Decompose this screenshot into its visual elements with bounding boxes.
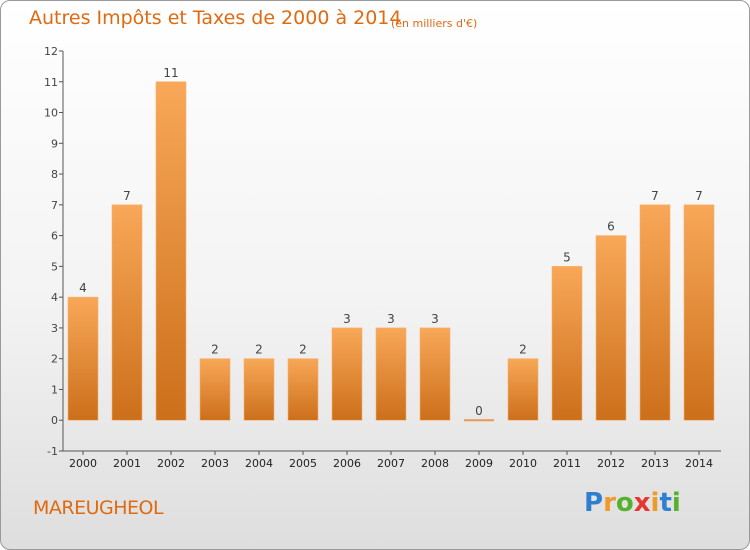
x-tick-label: 2012 — [597, 457, 625, 470]
data-label: 7 — [651, 189, 659, 203]
data-label: 3 — [431, 312, 439, 326]
y-tick-label: 6 — [51, 230, 58, 243]
data-labels: 4 7 11 2 2 2 3 3 3 0 2 5 6 7 7 — [79, 66, 703, 418]
bar — [419, 327, 451, 421]
y-tick-label: 12 — [44, 45, 58, 58]
data-label: 2 — [299, 343, 307, 357]
bar — [464, 419, 494, 422]
x-tick-label: 2002 — [157, 457, 185, 470]
logo-letter: i — [671, 488, 681, 518]
data-label: 7 — [123, 189, 131, 203]
data-label: 3 — [343, 312, 351, 326]
data-label: 3 — [387, 312, 395, 326]
x-tick-label: 2013 — [641, 457, 669, 470]
y-tick-label: 10 — [44, 107, 58, 120]
data-label: 6 — [607, 220, 615, 234]
bar — [551, 266, 583, 421]
x-axis: 2000 2001 2002 2003 2004 2005 2006 2007 2008 2009… — [63, 450, 721, 470]
logo-letter: o — [615, 488, 634, 518]
x-tick-label: 2011 — [553, 457, 581, 470]
bar — [67, 296, 99, 421]
logo-letter: r — [603, 488, 616, 518]
bar — [199, 358, 231, 421]
bar — [111, 204, 143, 421]
x-tick-label: 2005 — [289, 457, 317, 470]
proxiti-logo: Proxiti — [584, 488, 681, 518]
logo-letter: P — [584, 488, 604, 518]
x-tick-label: 2004 — [245, 457, 273, 470]
y-tick-label: 3 — [51, 322, 58, 335]
bar — [243, 358, 275, 421]
y-tick-label: 7 — [51, 199, 58, 212]
bar — [287, 358, 319, 421]
data-label: 7 — [695, 189, 703, 203]
bar — [331, 327, 363, 421]
x-tick-label: 2003 — [201, 457, 229, 470]
bar — [595, 235, 627, 421]
place-name: MAREUGHEOL — [33, 497, 164, 519]
data-label: 5 — [563, 250, 571, 264]
bar — [683, 204, 715, 421]
bar — [155, 81, 187, 421]
y-tick-label: 0 — [51, 414, 58, 427]
y-tick-label: 8 — [51, 168, 58, 181]
y-tick-label: 9 — [51, 137, 58, 150]
x-tick-label: 2008 — [421, 457, 449, 470]
logo-letter: i — [650, 488, 660, 518]
logo-letter: x — [633, 488, 651, 518]
data-label: 11 — [163, 66, 178, 80]
bars — [67, 81, 715, 422]
y-tick-label: 1 — [51, 383, 58, 396]
data-label: 2 — [255, 343, 263, 357]
x-tick-label: 2009 — [465, 457, 493, 470]
y-tick-label: 5 — [51, 260, 58, 273]
y-tick-label: 4 — [51, 291, 58, 304]
bar — [507, 358, 539, 421]
data-label: 0 — [475, 404, 483, 418]
data-label: 4 — [79, 281, 87, 295]
y-tick-label: 11 — [44, 76, 58, 89]
bar — [639, 204, 671, 421]
bar — [375, 327, 407, 421]
y-tick-label: -1 — [47, 445, 58, 458]
x-tick-label: 2000 — [69, 457, 97, 470]
x-tick-label: 2001 — [113, 457, 141, 470]
x-tick-label: 2010 — [509, 457, 537, 470]
x-tick-label: 2007 — [377, 457, 405, 470]
chart-title: Autres Impôts et Taxes de 2000 à 2014 — [29, 7, 402, 29]
data-label: 2 — [519, 343, 527, 357]
data-label: 2 — [211, 343, 219, 357]
chart-subtitle: (en milliers d'€) — [391, 17, 478, 30]
x-tick-label: 2014 — [685, 457, 713, 470]
y-tick-label: 2 — [51, 353, 58, 366]
logo-letter: t — [659, 488, 672, 518]
x-tick-label: 2006 — [333, 457, 361, 470]
